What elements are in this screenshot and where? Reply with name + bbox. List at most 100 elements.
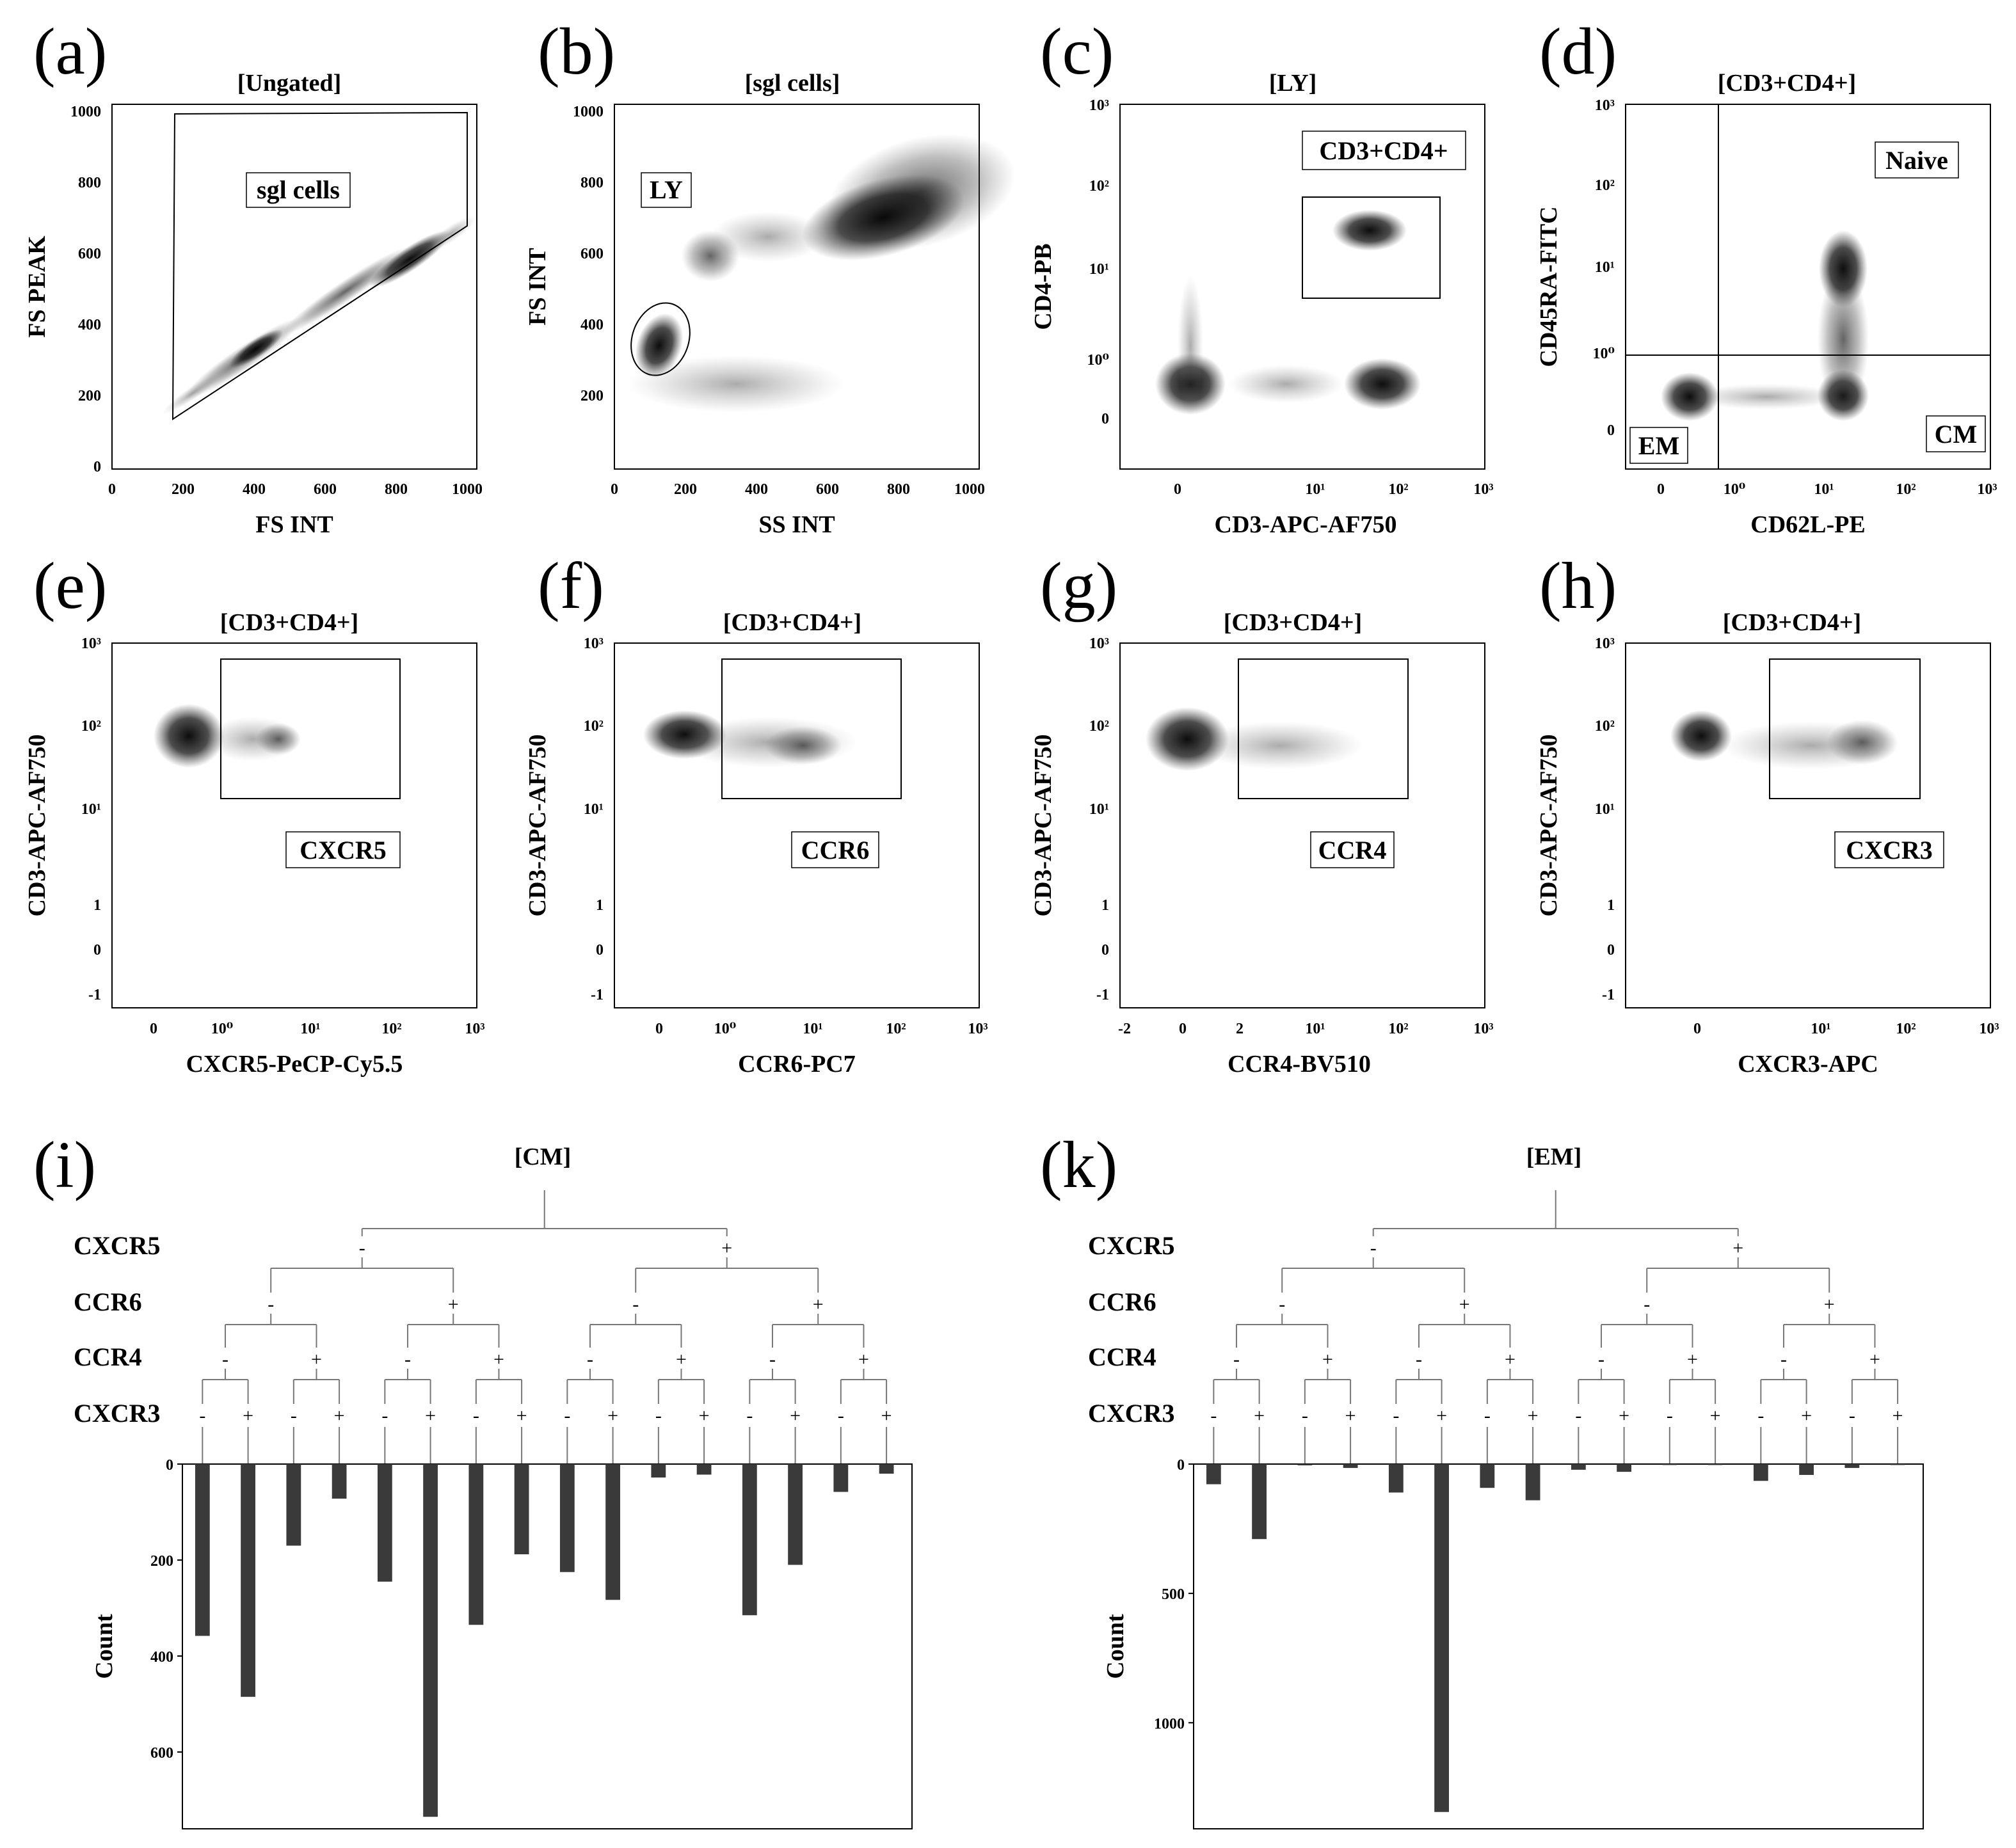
bar-+/+/+/- — [833, 1464, 849, 1492]
tree-sign-neg: - — [632, 1294, 639, 1315]
tree-sign-neg: - — [1484, 1405, 1491, 1426]
panel-f: (f) [CD3+CD4+] CCR6 0 10⁰ 10¹ 10² 10³ -1… — [524, 549, 988, 1078]
y-tick-label: 0 — [166, 1457, 173, 1474]
tree-sign-neg: - — [1210, 1405, 1217, 1426]
panel-g-ytick: 10¹ — [1089, 801, 1109, 818]
bar-+/-/+/+ — [696, 1464, 712, 1475]
tree-sign-pos: + — [1801, 1405, 1812, 1426]
tree-sign-neg: - — [838, 1405, 844, 1426]
panel-a-xlabel: FS INT — [255, 511, 333, 538]
panel-e-yticks: -1 0 1 10¹ 10² 10³ — [81, 635, 101, 1003]
panel-b-xticks: 0 200 400 600 800 1000 — [611, 481, 985, 498]
panel-d-gate-cm: CM — [1935, 420, 1978, 449]
tree-sign-pos: + — [448, 1294, 459, 1315]
panel-e-xlabel: CXCR5-PeCP-Cy5.5 — [186, 1051, 403, 1078]
panel-c-xtick: 10² — [1388, 481, 1408, 498]
tree-sign-neg: - — [1416, 1349, 1422, 1370]
bar--/+/+/- — [1480, 1464, 1495, 1488]
tree-sign-pos: + — [1687, 1349, 1698, 1370]
panel-d-gate-naive: Naive — [1885, 146, 1948, 175]
panel-e-ytick: 0 — [93, 942, 101, 959]
panel-g-gate-box — [1310, 831, 1395, 868]
tree-sign-pos: + — [1869, 1349, 1880, 1370]
bar-+/+/+/+ — [1890, 1464, 1905, 1465]
panel-d-ytick: 10³ — [1595, 97, 1615, 114]
tree-sign-pos: + — [425, 1405, 436, 1426]
panel-g-axes — [1119, 642, 1485, 1008]
bar--/-/+/+ — [332, 1464, 347, 1499]
panel-g-xlabel: CCR4-BV510 — [1228, 1051, 1371, 1078]
bar-+/-/+/- — [651, 1464, 666, 1478]
panel-e-ytick: 10¹ — [81, 801, 101, 818]
bar-+/-/+/+ — [1708, 1464, 1723, 1465]
tree-sign-pos: + — [813, 1294, 824, 1315]
panel-c-title: [LY] — [1269, 70, 1317, 97]
panel-g-xtick: 10³ — [1473, 1021, 1493, 1037]
y-tick-label: 0 — [1177, 1457, 1185, 1474]
panel-g-yticks: -1 0 1 10¹ 10² 10³ — [1089, 635, 1109, 1003]
panel-f-xtick: 10¹ — [803, 1021, 822, 1037]
panel-e-ytick: 10² — [81, 718, 101, 735]
tree-sign-pos: + — [1505, 1349, 1516, 1370]
tree-sign-pos: + — [1322, 1349, 1333, 1370]
panel-a-xtick: 200 — [172, 481, 195, 498]
panel-d-ytick: 0 — [1607, 422, 1615, 439]
panel-a-yticks: 0 200 400 600 800 1000 — [70, 104, 101, 475]
panel-e-ylabel: CD3-APC-AF750 — [24, 735, 51, 917]
panel-c-ytick: 10¹ — [1089, 261, 1109, 278]
tree-sign-pos: + — [334, 1405, 345, 1426]
panel-k-title: [EM] — [1526, 1143, 1582, 1170]
panel-c-axes — [1119, 104, 1485, 470]
panel-g-gate — [1238, 658, 1409, 799]
tree-sign-neg: - — [1279, 1294, 1285, 1315]
panel-f-ytick: 10¹ — [584, 801, 604, 818]
panel-g-gate-label: CCR4 — [1318, 836, 1387, 864]
panel-c-ytick: 10³ — [1089, 97, 1109, 114]
tree-sign-pos: + — [1824, 1294, 1835, 1315]
panel-d-ytick: 10⁰ — [1592, 346, 1615, 362]
panel-g-ytick: 10³ — [1089, 635, 1109, 652]
bar--/-/+/+ — [1343, 1464, 1358, 1469]
panel-g-xtick: 0 — [1179, 1021, 1187, 1037]
bar--/+/-/+ — [423, 1464, 438, 1817]
panel-a-title: [Ungated] — [237, 70, 342, 97]
panel-b-gate-label: LY — [650, 175, 683, 204]
panel-b-ylabel: FS INT — [524, 248, 551, 325]
y-tick-label: 1000 — [1154, 1716, 1185, 1732]
tree-sign-neg: - — [1370, 1238, 1377, 1259]
panel-g-ytick: 0 — [1101, 942, 1109, 959]
panel-h-xticks: 0 10¹ 10² 10³ — [1693, 1021, 1999, 1037]
panel-b-xtick: 1000 — [954, 481, 985, 498]
panel-b-ytick: 1000 — [573, 104, 604, 120]
panel-d-gate-em: EM — [1638, 431, 1679, 460]
tree-sign-neg: - — [1667, 1405, 1673, 1426]
panel-e-gate — [220, 658, 401, 799]
panel-h-yticks: -1 0 1 10¹ 10² 10³ — [1595, 635, 1615, 1003]
tree-sign-pos: + — [1732, 1238, 1743, 1259]
tree-sign-pos: + — [311, 1349, 322, 1370]
panel-c-ytick: 0 — [1101, 411, 1109, 427]
panel-c-ytick: 10⁰ — [1087, 352, 1109, 369]
tree-sign-neg: - — [404, 1349, 411, 1370]
panel-b-ytick: 800 — [580, 175, 604, 191]
bar--/+/-/- — [1388, 1464, 1404, 1493]
panel-c-gate-box — [1302, 131, 1466, 170]
panel-h-ytick: 10³ — [1595, 635, 1615, 652]
bar-+/+/-/- — [742, 1464, 757, 1616]
panel-e-gate-box — [285, 831, 401, 868]
panel-c-ylabel: CD4-PB — [1030, 243, 1057, 330]
panel-e: (e) [CD3+CD4+] CXCR5 0 10⁰ 10¹ 10² 10³ -… — [24, 549, 485, 1078]
tree-sign-neg: - — [564, 1405, 570, 1426]
tree-sign-neg: - — [1598, 1349, 1604, 1370]
bar--/+/+/+ — [514, 1464, 529, 1554]
panel-e-axes — [111, 642, 477, 1008]
panel-e-ytick: 10³ — [81, 635, 101, 652]
panel-g-xtick: 10² — [1388, 1021, 1408, 1037]
panel-f-gate-box — [791, 831, 879, 868]
tree-sign-neg: - — [1575, 1405, 1581, 1426]
tree-sign-pos: + — [1254, 1405, 1265, 1426]
bar--/-/-/+ — [1252, 1464, 1267, 1540]
panel-e-xtick: 0 — [150, 1021, 157, 1037]
panel-e-xtick: 10² — [381, 1021, 401, 1037]
tree-sign-neg: - — [746, 1405, 753, 1426]
